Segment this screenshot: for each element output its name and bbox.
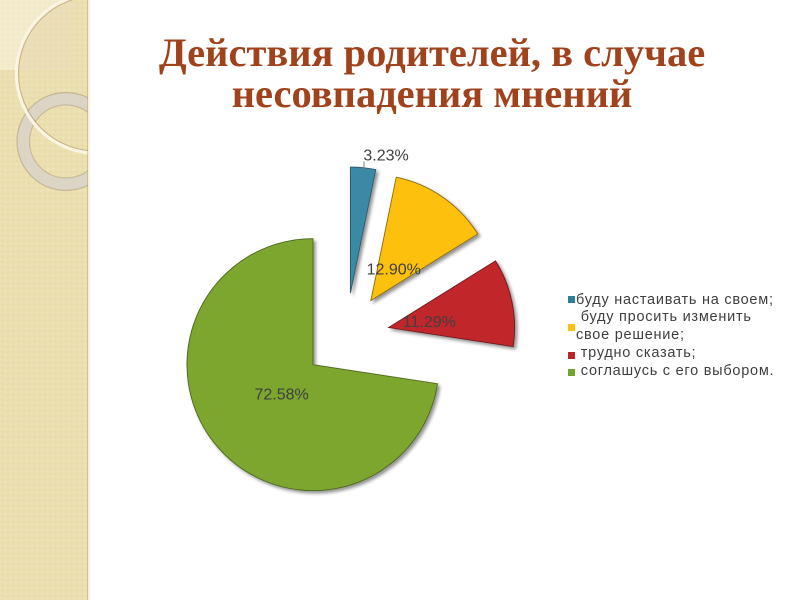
svg-text:3.23%: 3.23%	[363, 147, 408, 164]
svg-text:11.29%: 11.29%	[403, 314, 456, 331]
svg-text:72.58%: 72.58%	[255, 386, 309, 403]
svg-text:12.90%: 12.90%	[367, 261, 421, 278]
